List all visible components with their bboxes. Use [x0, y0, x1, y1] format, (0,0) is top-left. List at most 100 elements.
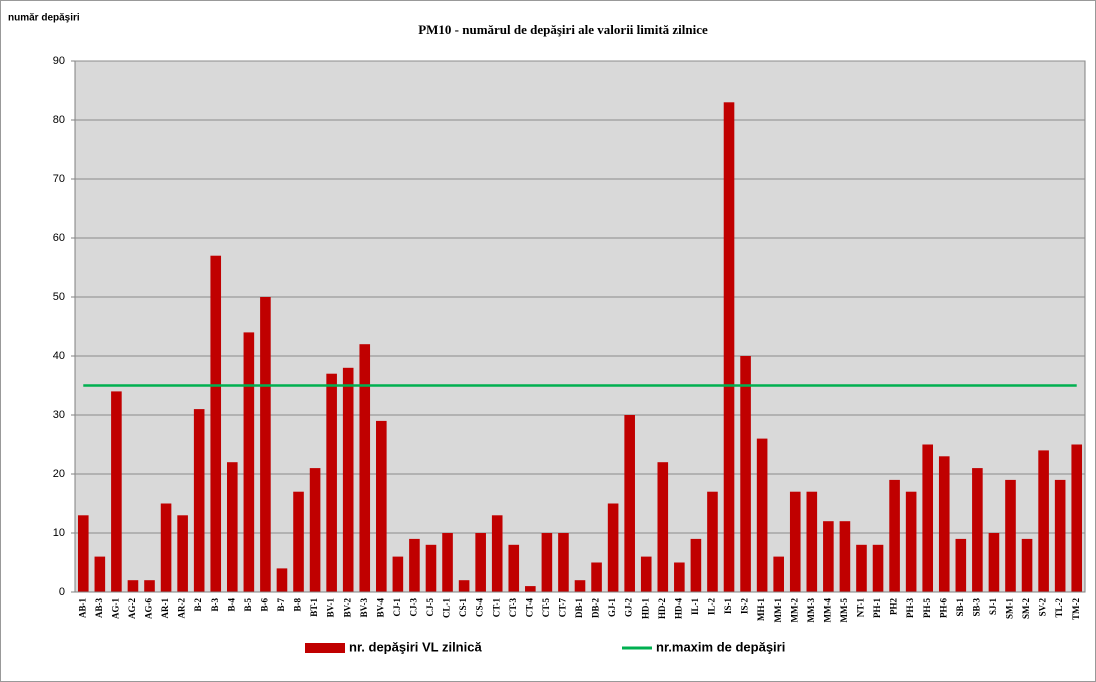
x-tick-label: B-2 [193, 598, 203, 612]
bar [425, 544, 437, 592]
x-tick-label: PH-6 [938, 598, 948, 618]
x-tick-label: AG-2 [127, 598, 137, 619]
bar [359, 344, 371, 592]
y-tick-label: 50 [53, 291, 65, 303]
bar [409, 538, 420, 592]
x-tick-label: CT-5 [541, 598, 551, 618]
bar [127, 580, 139, 592]
x-tick-label: AR-2 [177, 598, 187, 619]
x-tick-label: DB-1 [574, 598, 584, 618]
bar [972, 468, 983, 592]
x-tick-label: IS-2 [740, 598, 750, 615]
x-tick-label: AB-3 [94, 598, 104, 618]
bar [905, 491, 917, 592]
bar [806, 491, 818, 592]
bar [640, 556, 652, 592]
x-tick-label: GJ-2 [624, 598, 634, 617]
x-tick-label: SM-1 [1005, 598, 1015, 619]
bar [624, 415, 635, 592]
x-tick-label: B-8 [293, 598, 303, 612]
x-tick-label: BV-2 [342, 598, 352, 618]
x-tick-label: AG-1 [110, 598, 120, 619]
bar [508, 544, 520, 592]
x-tick-label: BV-3 [359, 598, 369, 618]
x-tick-label: CL-1 [442, 598, 452, 618]
bar [872, 544, 884, 592]
x-tick-label: PH-1 [872, 598, 882, 618]
legend-label: nr. depăşiri VL zilnică [349, 639, 482, 654]
x-tick-label: SB-1 [955, 598, 965, 617]
x-tick-label: CT-1 [491, 598, 501, 618]
x-tick-label: B-3 [210, 598, 220, 612]
bar [376, 420, 387, 592]
x-tick-label: AG-6 [144, 598, 154, 619]
bar [823, 521, 834, 592]
x-tick-label: B-7 [276, 598, 286, 612]
bar [177, 515, 188, 592]
x-tick-label: TM-2 [1071, 598, 1081, 620]
x-tick-label: SV-2 [1038, 598, 1048, 617]
x-tick-label: DB-2 [591, 598, 601, 618]
bar [1071, 444, 1083, 592]
x-tick-label: GJ-1 [607, 598, 617, 617]
x-tick-label: MM-3 [806, 598, 816, 623]
bar [1054, 479, 1066, 592]
bar [458, 580, 470, 592]
bar [160, 503, 172, 592]
x-tick-label: CJ-1 [392, 598, 402, 617]
plot-area [74, 60, 1086, 593]
x-tick-label: SM-2 [1021, 598, 1031, 619]
x-tick-label: MM-4 [822, 598, 832, 623]
y-tick-label: 90 [53, 55, 65, 67]
bar [1038, 450, 1049, 592]
y-tick-label: 0 [59, 586, 65, 598]
legend-label: nr.maxim de depăşiri [656, 639, 785, 654]
x-tick-label: HD-2 [657, 598, 667, 619]
bar [77, 515, 89, 592]
bar [193, 409, 205, 592]
y-tick-label: 70 [53, 173, 65, 185]
bar [1005, 479, 1016, 592]
bar [707, 491, 718, 592]
x-tick-label: B-4 [226, 598, 236, 612]
bar [889, 479, 900, 592]
x-tick-label: PH-3 [905, 598, 915, 618]
bar [94, 556, 106, 592]
x-tick-label: BT-1 [309, 598, 319, 617]
bar [740, 356, 751, 592]
bar [491, 515, 503, 592]
y-tick-label: 30 [53, 409, 65, 421]
y-tick-label: 80 [53, 114, 65, 126]
bar [839, 521, 851, 592]
bar [144, 580, 155, 592]
bar [293, 491, 304, 592]
legend-swatch [305, 643, 345, 653]
x-tick-label: AR-1 [160, 598, 170, 619]
y-tick-label: 20 [53, 468, 65, 480]
x-tick-label: CT-7 [558, 598, 568, 618]
x-tick-label: MM-1 [773, 598, 783, 623]
x-tick-label: PH-5 [922, 598, 932, 618]
bar [558, 533, 569, 592]
bar [856, 544, 867, 592]
x-tick-label: PH2 [889, 598, 899, 615]
bar [1021, 538, 1033, 592]
x-tick-label: IL-1 [690, 598, 700, 616]
x-tick-label: MM-2 [789, 598, 799, 623]
bar [607, 503, 619, 592]
bar [342, 367, 354, 592]
bar [243, 332, 255, 592]
x-tick-label: TL-2 [1054, 598, 1064, 618]
y-tick-label: 40 [53, 350, 65, 362]
y-axis-label: număr depăşiri [8, 13, 80, 24]
x-tick-label: CJ-3 [408, 598, 418, 617]
x-tick-label: CS-1 [458, 598, 468, 618]
x-tick-label: HD-1 [640, 598, 650, 619]
bar [674, 562, 685, 592]
bar [988, 533, 1000, 592]
bar [392, 556, 404, 592]
x-tick-label: CJ-5 [425, 598, 435, 617]
bar [475, 533, 486, 592]
bar [657, 462, 669, 592]
